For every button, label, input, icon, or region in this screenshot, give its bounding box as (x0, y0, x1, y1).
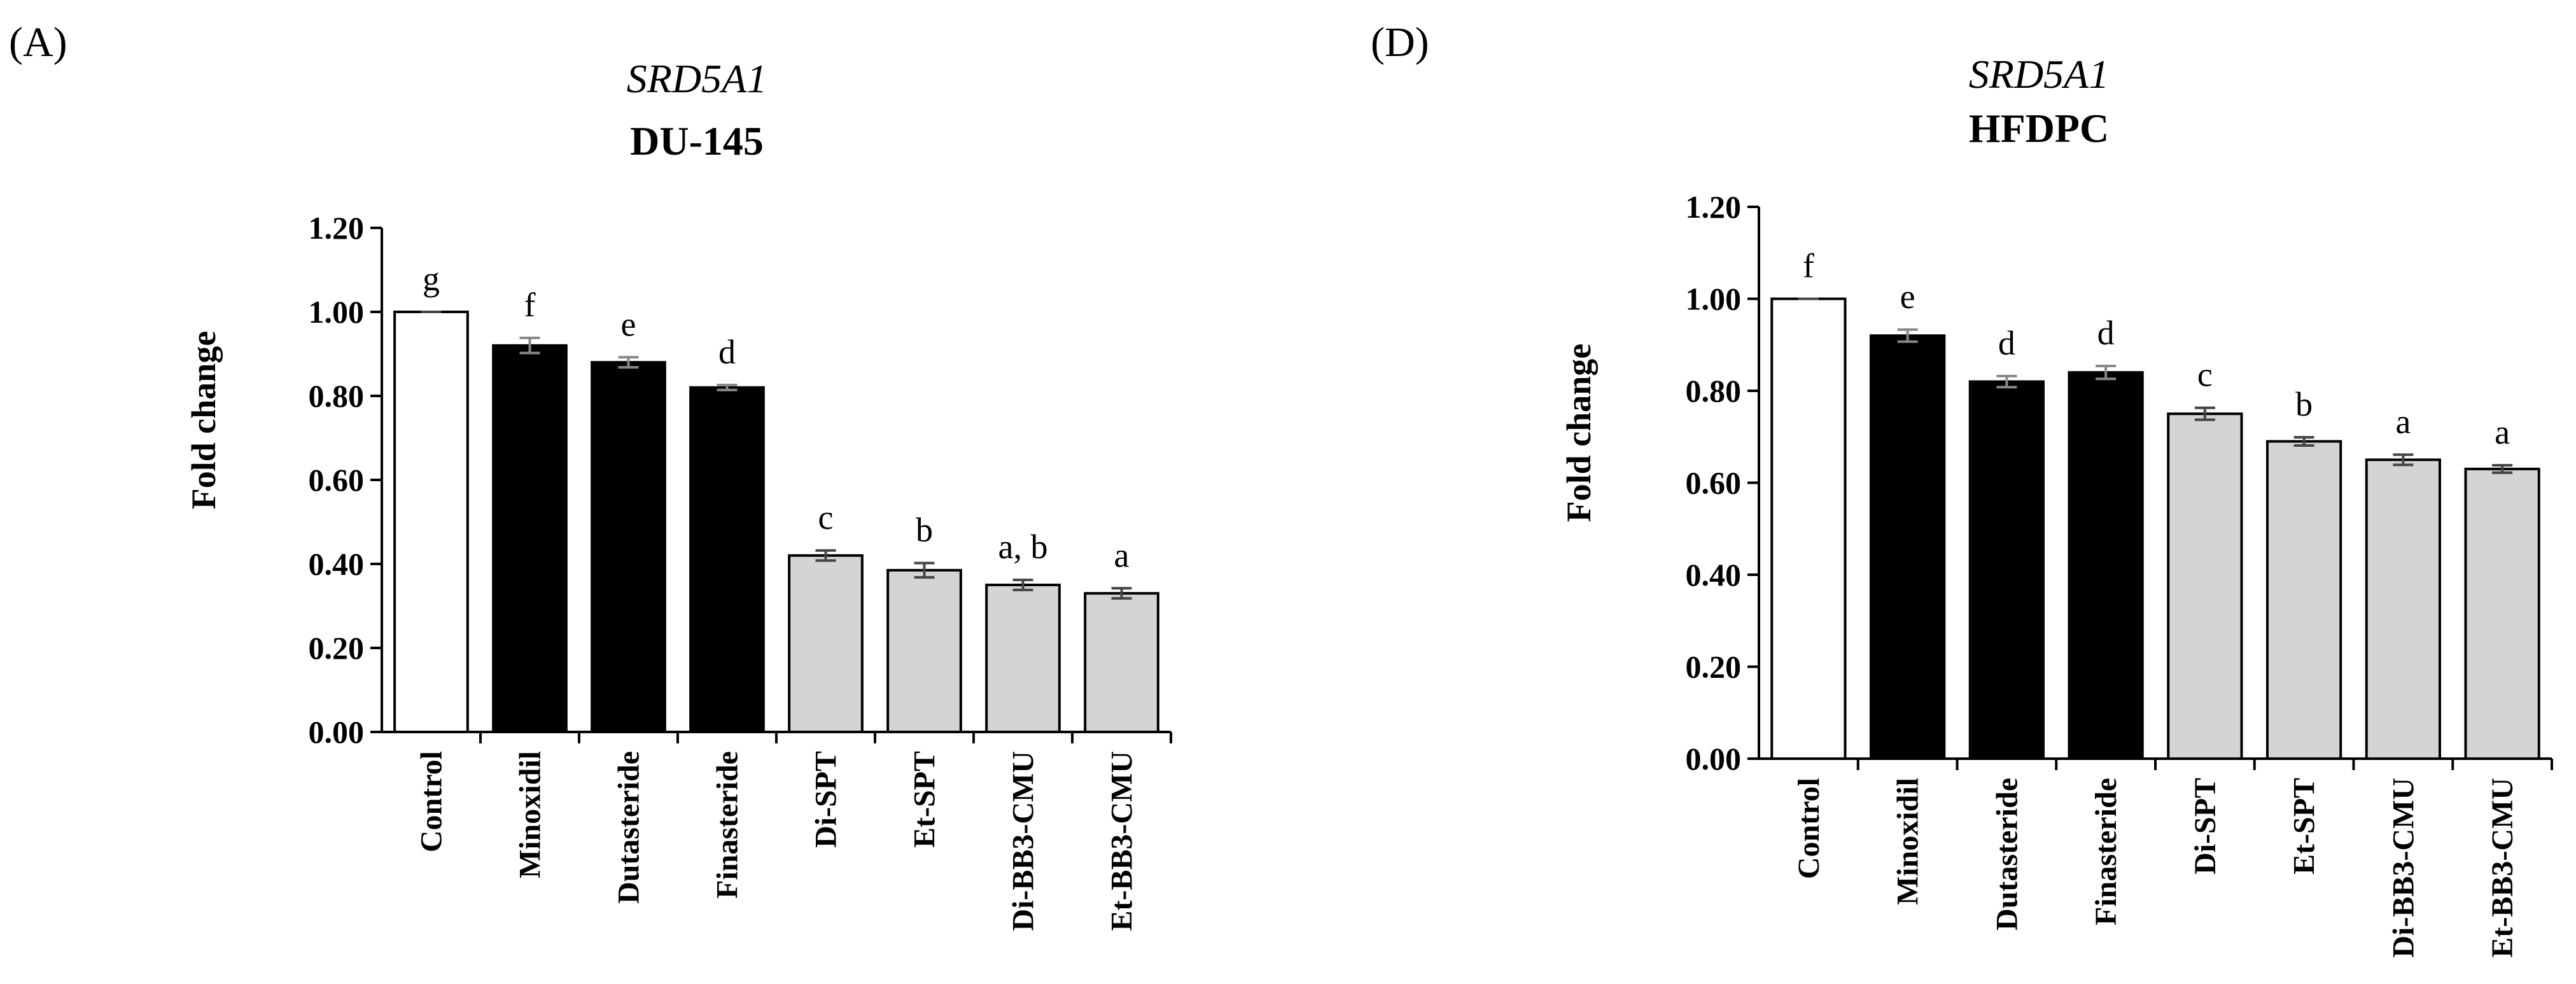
bar (2167, 412, 2243, 760)
y-axis-label: Fold change (1560, 344, 1598, 523)
significance-label: a, b (998, 528, 1048, 566)
bar (492, 344, 568, 733)
bar (1770, 297, 1847, 760)
bar (2068, 371, 2144, 760)
y-tick-label: 1.00 (309, 294, 365, 330)
x-tick-label: Control (415, 751, 449, 852)
y-tick-label: 0.00 (309, 714, 365, 750)
chart-title: SRD5A1 (1969, 52, 2109, 97)
bar (689, 386, 765, 733)
plot-area: 0.00 0.20 0.40 0.60 0.80 1.00 1.20 f Control e Min… (1686, 189, 2553, 958)
y-tick-label: 0.00 (1686, 741, 1742, 777)
x-tick-label: Di-BB3-CMU (2386, 778, 2420, 958)
plot-area: 0.00 0.20 0.40 0.60 0.80 1.00 1.20 g Control f Min… (309, 210, 1172, 931)
bar (393, 311, 469, 733)
x-tick-label: Et-SPT (908, 751, 942, 848)
panel-label: (A) (9, 19, 67, 66)
chart-panel-a: (A) SRD5A1 DU-145 Fold change 0.00 0.20 0.… (9, 19, 1172, 931)
x-tick-label: Di-SPT (809, 751, 843, 848)
bar (1968, 380, 2045, 760)
x-tick-label: Finasteride (2089, 778, 2123, 925)
y-tick-label: 0.40 (1686, 557, 1742, 593)
chart-title: SRD5A1 (627, 56, 767, 101)
significance-label: b (916, 511, 933, 549)
x-tick-label: Dutasteride (1990, 778, 2024, 931)
bar (591, 361, 666, 733)
x-tick-label: Minoxidil (514, 751, 547, 878)
significance-label: c (2197, 356, 2213, 394)
x-tick-label: Di-BB3-CMU (1007, 751, 1040, 931)
significance-label: d (718, 333, 736, 371)
panel-label: (D) (1371, 19, 1429, 66)
chart-panel-d: (D) SRD5A1 HFDPC Fold change 0.00 0.20 0.4… (1288, 0, 2576, 984)
chart-subtitle: HFDPC (1969, 106, 2109, 151)
y-tick-label: 0.40 (309, 546, 365, 582)
bar (2464, 467, 2540, 760)
significance-label: f (1803, 247, 1814, 285)
significance-label: f (524, 286, 536, 324)
bar (788, 554, 864, 733)
significance-label: g (423, 260, 440, 298)
y-tick-label: 1.20 (1686, 189, 1742, 225)
bar (1084, 592, 1159, 734)
significance-label: a (2495, 413, 2510, 451)
y-tick-label: 0.60 (309, 462, 365, 498)
x-tick-label: Et-SPT (2288, 778, 2321, 875)
bar (2365, 458, 2442, 760)
y-tick-label: 0.20 (309, 630, 365, 666)
x-tick-label: Et-BB3-CMU (2486, 778, 2519, 958)
x-tick-label: Et-BB3-CMU (1105, 751, 1139, 931)
significance-label: a (2395, 402, 2411, 440)
y-axis-label: Fold change (185, 331, 223, 510)
significance-label: e (1900, 278, 1915, 316)
x-tick-label: Finasteride (711, 751, 745, 899)
significance-label: d (2097, 314, 2115, 352)
x-tick-label: Control (1792, 778, 1826, 879)
bar (886, 568, 962, 734)
significance-label: a (1114, 536, 1130, 574)
significance-label: d (1998, 324, 2015, 362)
bar (985, 584, 1061, 733)
significance-label: c (818, 498, 834, 537)
y-tick-label: 0.20 (1686, 649, 1742, 685)
y-tick-label: 0.60 (1686, 465, 1742, 501)
chart-subtitle: DU-145 (630, 118, 764, 164)
x-tick-label: Dutasteride (612, 751, 646, 904)
y-tick-label: 1.20 (309, 210, 365, 246)
y-tick-label: 0.80 (309, 378, 365, 414)
y-tick-label: 0.80 (1686, 373, 1742, 409)
significance-label: b (2295, 385, 2313, 423)
x-tick-label: Di-SPT (2188, 778, 2222, 875)
significance-label: e (621, 305, 636, 343)
bar (2265, 440, 2342, 760)
x-tick-label: Minoxidil (1891, 778, 1925, 905)
y-tick-label: 1.00 (1686, 281, 1742, 317)
chart-a-svg: (A) SRD5A1 DU-145 Fold change 0.000.200.… (9, 19, 1172, 931)
chart-d-svg: (D) SRD5A1 HFDPC Fold change 0.00 0.20 0.4… (1371, 19, 2553, 958)
bar (1869, 334, 1946, 760)
